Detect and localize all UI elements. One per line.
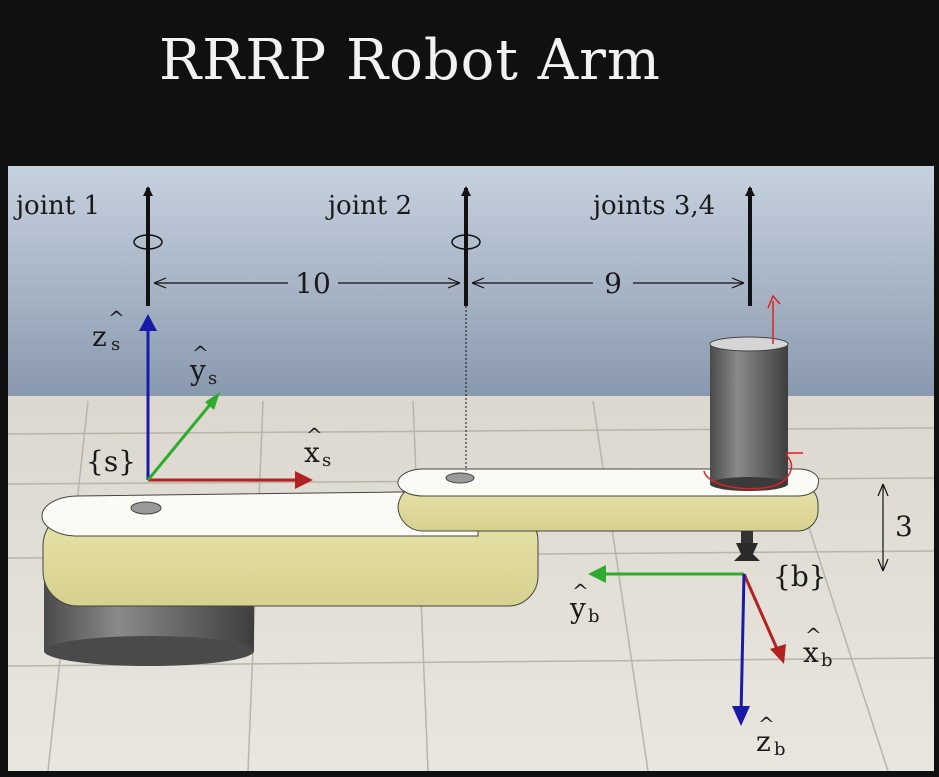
- joint-axis-2: [451, 186, 481, 471]
- dimension-link-2: [471, 277, 745, 289]
- dimension-9-label: 9: [604, 267, 622, 300]
- svg-text:^: ^: [758, 712, 775, 736]
- body-frame-axes: [588, 565, 786, 726]
- svg-text:b: b: [588, 606, 600, 627]
- joint-axis-1: [133, 186, 163, 306]
- svg-text:y: y: [189, 354, 206, 387]
- y-s-axis-label: y ^ s: [189, 341, 217, 389]
- prismatic-joint-cylinder: [709, 336, 789, 491]
- annotation-scribbles: [703, 294, 803, 490]
- body-frame-label: {b}: [773, 560, 827, 593]
- joints-3-4-label: joints 3,4: [590, 191, 715, 221]
- svg-text:^: ^: [805, 623, 822, 647]
- svg-text:s: s: [322, 450, 331, 471]
- joint-1-label: joint 1: [13, 191, 100, 221]
- svg-text:^: ^: [192, 341, 209, 365]
- end-effector: [734, 531, 760, 561]
- x-b-axis-label: x ^ b: [803, 623, 833, 671]
- dimension-link-1: [153, 277, 461, 289]
- svg-text:z: z: [756, 725, 771, 758]
- svg-text:x: x: [803, 636, 819, 669]
- z-b-axis-label: z ^ b: [756, 712, 786, 760]
- svg-text:x: x: [304, 436, 320, 469]
- svg-text:b: b: [774, 739, 786, 760]
- link-2: [397, 468, 820, 532]
- svg-text:^: ^: [108, 306, 125, 330]
- dimension-10-label: 10: [295, 267, 331, 300]
- y-b-axis-label: y ^ b: [569, 579, 600, 627]
- svg-text:^: ^: [572, 579, 589, 603]
- svg-text:s: s: [208, 368, 217, 389]
- dimension-3-label: 3: [895, 510, 913, 543]
- svg-text:^: ^: [306, 423, 323, 447]
- x-s-axis-label: x ^ s: [304, 423, 331, 471]
- space-frame-axes: [139, 314, 313, 489]
- svg-text:s: s: [111, 334, 120, 355]
- svg-text:z: z: [92, 320, 107, 353]
- robot-scene: joint 1 joint 2 joints 3,4 10 9 3 {s} z …: [8, 166, 934, 771]
- space-frame-label: {s}: [86, 445, 136, 478]
- slide-title: RRRP Robot Arm: [158, 28, 662, 93]
- z-s-axis-label: z ^ s: [92, 306, 125, 355]
- joint-2-label: joint 2: [325, 191, 412, 221]
- link-1: [41, 490, 539, 607]
- svg-text:y: y: [569, 592, 586, 625]
- dimension-height: [877, 483, 889, 572]
- svg-text:b: b: [821, 650, 833, 671]
